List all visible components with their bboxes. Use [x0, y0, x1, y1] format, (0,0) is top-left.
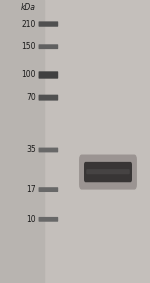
- Text: 10: 10: [26, 215, 36, 224]
- Bar: [0, 0, 44, 283]
- FancyBboxPatch shape: [39, 71, 58, 79]
- FancyBboxPatch shape: [39, 95, 58, 100]
- FancyBboxPatch shape: [84, 162, 132, 182]
- FancyBboxPatch shape: [39, 187, 58, 192]
- Text: kDa: kDa: [21, 3, 36, 12]
- Text: 210: 210: [22, 20, 36, 29]
- FancyBboxPatch shape: [39, 21, 58, 27]
- Text: 70: 70: [26, 93, 36, 102]
- Text: 100: 100: [21, 70, 36, 80]
- Text: 17: 17: [26, 185, 36, 194]
- FancyBboxPatch shape: [39, 148, 58, 152]
- Text: 35: 35: [26, 145, 36, 155]
- FancyBboxPatch shape: [79, 155, 137, 190]
- Text: 150: 150: [21, 42, 36, 51]
- FancyBboxPatch shape: [39, 44, 58, 49]
- FancyBboxPatch shape: [86, 169, 130, 174]
- FancyBboxPatch shape: [39, 217, 58, 222]
